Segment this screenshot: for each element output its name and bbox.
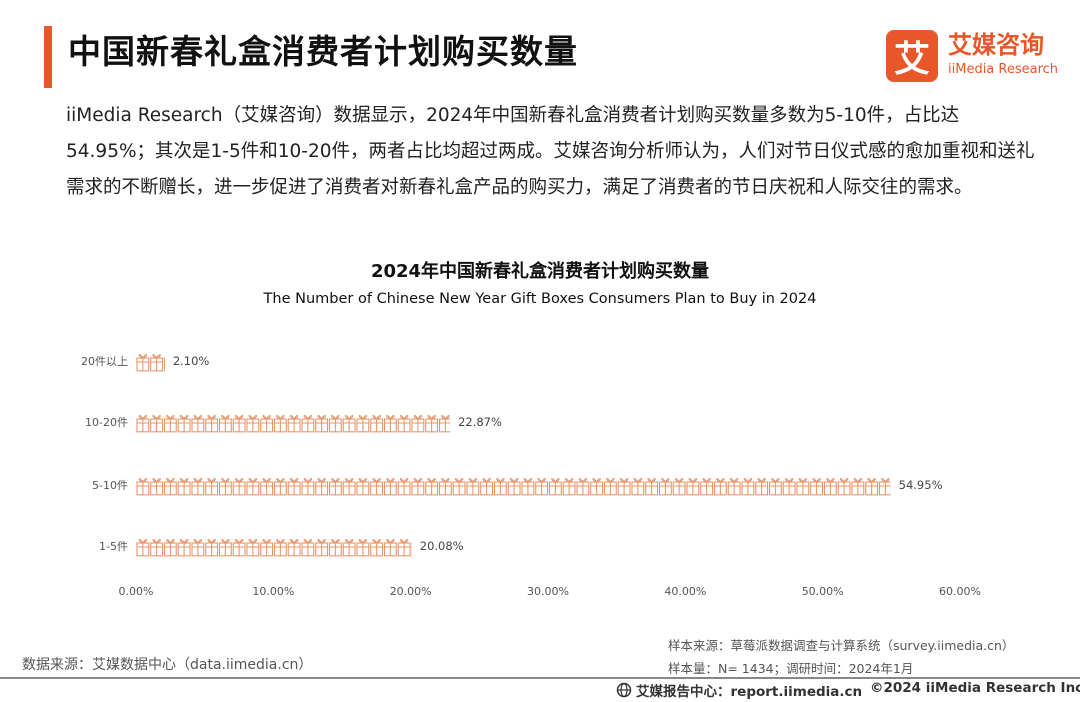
value-label: 2.10%	[173, 354, 210, 368]
value-label: 54.95%	[899, 478, 943, 492]
category-label: 5-10件	[92, 479, 128, 492]
category-label: 1-5件	[99, 540, 128, 553]
value-label: 20.08%	[420, 539, 464, 553]
data-source-note: 数据来源：艾媒数据中心（data.iimedia.cn）	[22, 657, 313, 673]
x-tick-label: 0.00%	[119, 585, 154, 598]
page-title: 中国新春礼盒消费者计划购买数量	[68, 32, 578, 71]
sample-source-note: 样本来源：草莓派数据调查与计算系统（survey.iimedia.cn）	[668, 638, 1015, 653]
footer-report-link[interactable]: 艾媒报告中心：report.iimedia.cn	[636, 684, 863, 700]
bar-1-5件	[136, 538, 412, 557]
x-tick-label: 40.00%	[664, 585, 706, 598]
bar-20件以上	[136, 353, 165, 372]
footer-copyright: ©2024 iiMedia Research Inc	[870, 680, 1080, 696]
logo-mark: 艾	[886, 30, 938, 82]
category-label: 10-20件	[85, 416, 128, 429]
footer-report-center[interactable]: 艾媒报告中心：report.iimedia.cn	[616, 680, 862, 700]
x-tick-label: 20.00%	[390, 585, 432, 598]
bar-5-10件	[136, 477, 891, 496]
value-label: 22.87%	[458, 415, 502, 429]
x-tick-label: 50.00%	[802, 585, 844, 598]
category-label: 20件以上	[81, 355, 128, 368]
chart-subtitle: The Number of Chinese New Year Gift Boxe…	[263, 291, 817, 307]
title-accent-bar	[44, 26, 52, 88]
intro-paragraph: iiMedia Research（艾媒咨询）数据显示，2024年中国新春礼盒消费…	[66, 105, 1035, 198]
x-tick-label: 30.00%	[527, 585, 569, 598]
x-tick-label: 60.00%	[939, 585, 981, 598]
bar-10-20件	[136, 414, 451, 433]
pictogram-bar-chart: 20件以上 10-20件 5-10件 1-5件 2.10% 22.87% 54.95% 20…	[81, 353, 981, 598]
footer-divider	[0, 677, 1080, 679]
iimedia-logo[interactable]: 艾 艾媒咨询 iiMedia Research	[886, 30, 1066, 82]
logo-name-en: iiMedia Research	[948, 62, 1059, 77]
sample-size-note: 样本量：N= 1434；调研时间：2024年1月	[668, 661, 914, 676]
x-tick-label: 10.00%	[252, 585, 294, 598]
logo-name-cn: 艾媒咨询	[948, 31, 1044, 59]
globe-icon	[616, 682, 632, 698]
chart-title: 2024年中国新春礼盒消费者计划购买数量	[370, 261, 710, 282]
